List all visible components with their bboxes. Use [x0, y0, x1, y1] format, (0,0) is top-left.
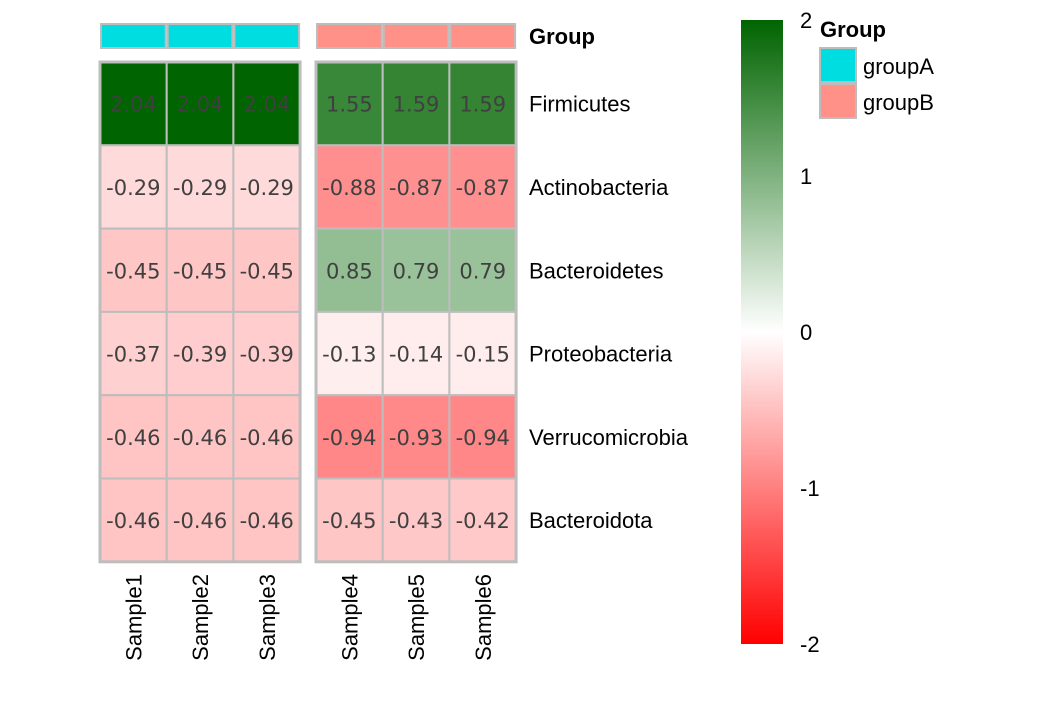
annotation-cell-Sample6 — [449, 23, 517, 49]
group-legend-title: Group — [820, 17, 886, 42]
color-scale-bar — [741, 20, 783, 644]
heatmap-cell — [448, 144, 518, 230]
annotation-cell-Sample4 — [316, 23, 383, 49]
cell-value-label: 0.79 — [459, 259, 506, 283]
cell-value-label: -0.94 — [456, 426, 510, 450]
group-block-border — [98, 60, 302, 564]
annotation-cell-Sample1 — [100, 23, 167, 49]
cell-value-label: -0.88 — [322, 176, 376, 200]
cell-value-label: 2.04 — [110, 93, 157, 117]
group-legend: Group groupA groupB — [819, 17, 934, 119]
cell-value-label: 2.04 — [243, 93, 290, 117]
legend-label-groupB: groupB — [863, 90, 934, 115]
column-label: Sample1 — [121, 574, 146, 661]
heatmap-cell — [381, 394, 451, 480]
cell-value-label: -0.45 — [240, 259, 294, 283]
heatmap-cell — [232, 310, 302, 397]
heatmap-cell — [165, 310, 235, 397]
cell-value-label: -0.46 — [106, 426, 160, 450]
color-scale-legend: 2 1 0 -1 -2 — [741, 8, 820, 657]
legend-label-groupA: groupA — [863, 54, 934, 79]
cell-value-label: 2.04 — [177, 93, 224, 117]
cell-value-label: -0.43 — [389, 509, 443, 533]
column-label: Sample3 — [255, 574, 280, 661]
row-label: Proteobacteria — [529, 342, 673, 367]
cell-value-label: -0.87 — [456, 176, 510, 200]
heatmap-cell — [165, 144, 235, 230]
heatmap-cell — [165, 227, 235, 313]
cell-value-label: -0.87 — [389, 176, 443, 200]
cell-value-label: -0.46 — [106, 509, 160, 533]
row-label: Actinobacteria — [529, 175, 669, 200]
cell-value-label: 0.79 — [393, 259, 440, 283]
cell-value-label: -0.45 — [322, 509, 376, 533]
heatmap-cell — [381, 310, 451, 397]
heatmap-cell — [448, 227, 518, 313]
cell-value-label: 1.59 — [393, 93, 440, 117]
heatmap-cell — [99, 477, 168, 563]
cell-value-label: -0.93 — [389, 426, 443, 450]
cell-value-label: -0.37 — [106, 343, 160, 367]
legend-swatch-groupA — [819, 47, 857, 83]
cell-value-label: -0.94 — [322, 426, 376, 450]
annotation-cell-Sample3 — [233, 23, 301, 49]
scale-tick-label: -1 — [800, 476, 820, 501]
cell-value-label: -0.39 — [173, 343, 227, 367]
heatmap-cell — [315, 394, 384, 480]
row-label: Bacteroidetes — [529, 258, 664, 283]
heatmap-cell — [165, 61, 235, 147]
row-label: Verrucomicrobia — [529, 425, 689, 450]
column-label: Sample6 — [471, 574, 496, 661]
cell-value-label: -0.46 — [240, 509, 294, 533]
cell-value-label: -0.45 — [106, 259, 160, 283]
heatmap-cells: 2.04 2.04 2.04 1.55 1.59 1.59 -0.29 -0.29 -0.29 -… — [98, 60, 518, 564]
heatmap-cell — [381, 227, 451, 313]
cell-value-label: 1.59 — [459, 93, 506, 117]
scale-tick-label: 2 — [800, 8, 812, 33]
column-labels: Sample1 Sample2 Sample3 Sample4 Sample5 Sampl… — [121, 574, 495, 661]
group-block-border — [314, 60, 518, 564]
heatmap-cell — [315, 310, 384, 397]
cell-value-label: 1.55 — [326, 93, 373, 117]
scale-tick-label: -2 — [800, 632, 820, 657]
cell-value-label: 0.85 — [326, 259, 373, 283]
column-label: Sample5 — [404, 574, 429, 661]
cell-value-label: -0.46 — [240, 426, 294, 450]
scale-tick-label: 1 — [800, 164, 812, 189]
cell-value-label: -0.42 — [456, 509, 510, 533]
cell-value-label: -0.39 — [240, 343, 294, 367]
scale-tick-label: 0 — [800, 320, 812, 345]
row-label: Bacteroidota — [529, 508, 653, 533]
legend-swatch-groupB — [819, 83, 857, 119]
cell-value-label: -0.13 — [322, 343, 376, 367]
cell-value-label: -0.45 — [173, 259, 227, 283]
cell-value-label: -0.29 — [106, 176, 160, 200]
cell-value-label: -0.15 — [456, 343, 510, 367]
group-annotation-bar — [100, 23, 517, 49]
cell-value-label: -0.46 — [173, 426, 227, 450]
heatmap-cell — [99, 310, 168, 397]
cell-value-label: -0.29 — [173, 176, 227, 200]
annotation-cell-Sample5 — [382, 23, 450, 49]
row-label: Firmicutes — [529, 92, 630, 117]
heatmap-cell — [448, 477, 518, 563]
heatmap-cell — [448, 61, 518, 147]
cell-value-label: -0.46 — [173, 509, 227, 533]
annotation-cell-Sample2 — [166, 23, 234, 49]
row-labels: Firmicutes Actinobacteria Bacteroidetes Pro… — [529, 92, 689, 534]
column-label: Sample4 — [337, 574, 362, 661]
cell-value-label: -0.29 — [240, 176, 294, 200]
cell-value-label: -0.14 — [389, 343, 443, 367]
column-label: Sample2 — [188, 574, 213, 661]
heatmap-cell — [232, 394, 302, 480]
annotation-label: Group — [529, 24, 595, 49]
